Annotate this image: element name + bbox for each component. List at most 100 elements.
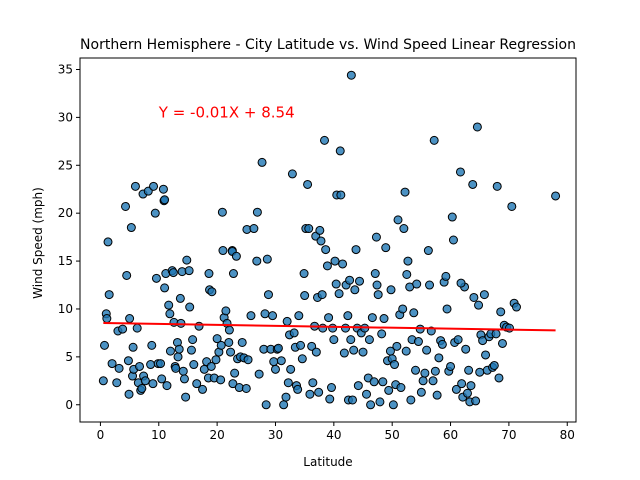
data-point	[103, 237, 113, 247]
data-point	[130, 181, 140, 191]
data-point	[174, 344, 184, 354]
data-point	[371, 232, 381, 242]
x-tick-label: 20	[209, 428, 224, 442]
data-point	[294, 311, 304, 321]
data-point	[398, 304, 408, 314]
data-point	[126, 223, 136, 233]
data-point	[469, 292, 479, 302]
data-point	[464, 365, 474, 375]
data-point	[381, 243, 391, 253]
data-point	[335, 146, 345, 156]
data-point	[182, 255, 192, 265]
data-point	[373, 290, 383, 300]
data-point	[198, 384, 208, 394]
data-point	[455, 167, 465, 177]
data-point	[341, 323, 351, 333]
data-point	[409, 308, 419, 318]
data-point	[369, 377, 379, 387]
data-point	[377, 329, 387, 339]
y-tick-label: 20	[58, 206, 73, 220]
data-point	[211, 355, 221, 365]
data-point	[479, 290, 489, 300]
data-point	[412, 279, 422, 289]
data-point	[462, 388, 472, 398]
data-point	[330, 256, 340, 266]
data-point	[400, 187, 410, 197]
data-point	[425, 280, 435, 290]
data-point	[282, 316, 292, 326]
data-point	[149, 181, 159, 191]
data-point	[173, 352, 183, 362]
data-point	[146, 360, 156, 370]
data-point	[393, 215, 403, 225]
data-point	[122, 270, 132, 280]
data-point	[226, 347, 236, 357]
data-point	[320, 135, 329, 145]
data-point	[263, 290, 273, 300]
regression-line	[103, 322, 556, 332]
data-point	[218, 246, 228, 256]
data-point	[507, 201, 517, 211]
data-point	[132, 323, 142, 333]
data-point	[123, 356, 133, 366]
data-point	[511, 302, 521, 312]
data-point	[165, 346, 175, 356]
y-tick-label: 15	[58, 254, 73, 268]
data-point	[204, 269, 214, 279]
data-point	[228, 269, 238, 279]
data-point	[461, 344, 471, 354]
data-point	[289, 328, 299, 338]
data-point	[349, 345, 359, 355]
x-tick-label: 10	[151, 428, 166, 442]
data-point	[375, 397, 385, 407]
data-point	[178, 366, 188, 376]
data-point	[230, 368, 240, 378]
data-point	[366, 400, 376, 410]
data-point	[489, 360, 499, 370]
data-point	[221, 306, 231, 316]
data-point	[457, 379, 467, 389]
data-point	[432, 390, 442, 400]
data-point	[151, 273, 161, 283]
data-point	[504, 323, 514, 333]
data-point	[160, 283, 170, 293]
data-point	[304, 224, 314, 234]
data-point	[186, 345, 196, 355]
data-point	[303, 179, 313, 189]
data-point	[273, 343, 283, 353]
data-point	[262, 254, 272, 264]
data-point	[448, 235, 458, 245]
data-point	[370, 269, 380, 279]
x-tick-label: 50	[385, 428, 400, 442]
data-point	[249, 224, 259, 234]
data-point	[442, 304, 452, 314]
data-point	[148, 379, 158, 389]
data-point	[367, 313, 377, 323]
data-point	[472, 122, 482, 132]
x-tick-label: 30	[268, 428, 283, 442]
data-point	[403, 256, 413, 266]
data-point	[157, 374, 167, 384]
data-point	[135, 361, 145, 371]
data-point	[336, 190, 346, 200]
data-point	[388, 400, 398, 410]
data-point	[351, 245, 361, 255]
data-point	[184, 266, 194, 276]
data-point	[246, 311, 256, 321]
data-point	[165, 309, 175, 319]
data-point	[121, 201, 131, 211]
data-point	[346, 70, 356, 80]
data-point	[411, 365, 421, 375]
y-tick-label: 30	[58, 110, 73, 124]
data-point	[348, 395, 358, 405]
data-point	[270, 364, 280, 374]
data-point	[107, 359, 117, 369]
data-point	[243, 355, 253, 365]
x-tick-label: 60	[443, 428, 458, 442]
data-point	[496, 307, 506, 317]
data-point	[413, 337, 423, 347]
data-point	[372, 280, 382, 290]
data-point	[339, 348, 349, 358]
data-point	[257, 157, 267, 167]
data-point	[100, 340, 110, 350]
